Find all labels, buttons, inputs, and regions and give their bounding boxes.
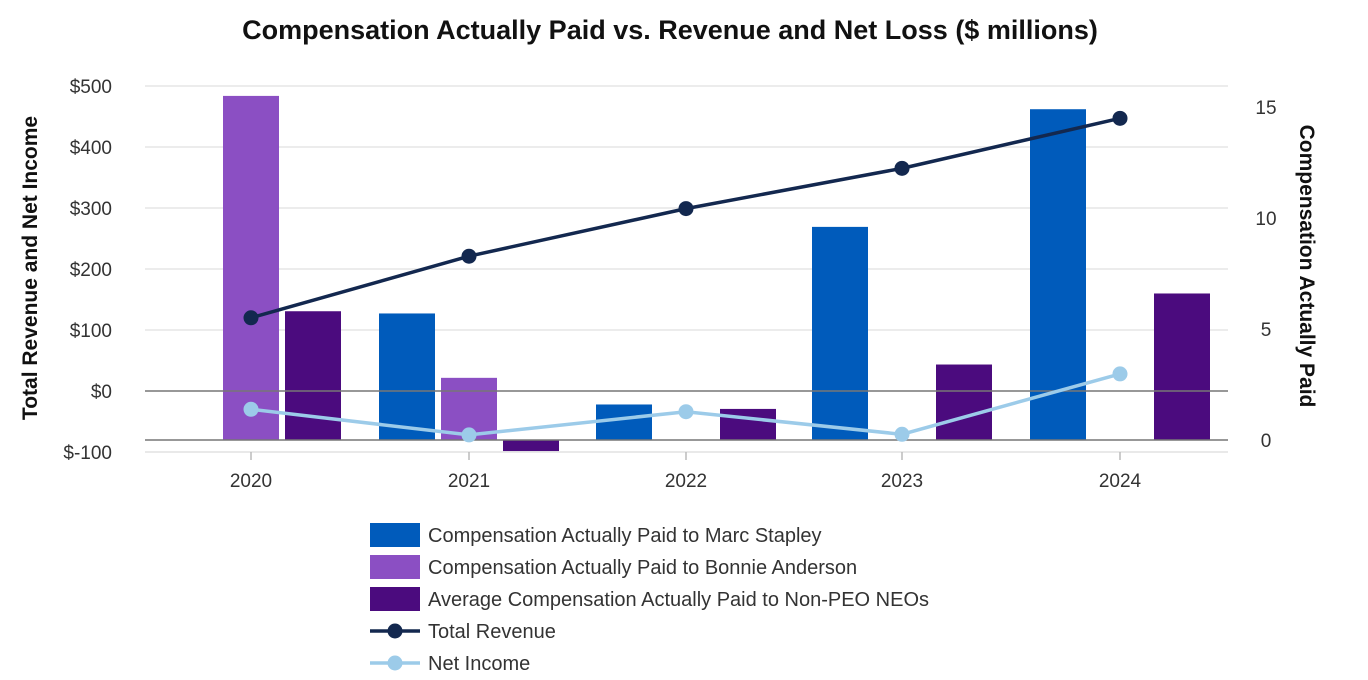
net-income-point-2020 xyxy=(243,401,259,417)
right-axis-title: Compensation Actually Paid xyxy=(1295,125,1318,408)
revenue-point-2024 xyxy=(1112,110,1128,126)
net-income-point-2022 xyxy=(678,404,694,420)
net-income-point-2021 xyxy=(461,427,477,443)
x-tick-label: 2024 xyxy=(1099,471,1142,492)
chart-title: Compensation Actually Paid vs. Revenue a… xyxy=(242,15,1098,45)
x-tick-label: 2022 xyxy=(665,471,707,492)
revenue-point-2021 xyxy=(461,248,477,264)
legend-swatch-bar-1 xyxy=(370,523,420,547)
revenue-point-2023 xyxy=(894,160,910,176)
x-tick-label: 2021 xyxy=(448,471,490,492)
revenue-point-2022 xyxy=(678,201,694,217)
bar-3-2021 xyxy=(503,440,559,452)
right-tick-label: 15 xyxy=(1255,98,1276,119)
left-tick-label: $-100 xyxy=(63,443,112,464)
x-tick-label: 2023 xyxy=(881,471,923,492)
legend-label-bar-3: Average Compensation Actually Paid to No… xyxy=(428,589,929,611)
x-tick-label: 2020 xyxy=(230,471,272,492)
legend-swatch-bar-2 xyxy=(370,555,420,579)
left-tick-label: $0 xyxy=(91,382,112,403)
net-income-point-2024 xyxy=(1112,366,1128,382)
right-tick-label: 0 xyxy=(1261,431,1272,452)
line-total-revenue xyxy=(250,116,1121,320)
bar-3-2022 xyxy=(720,408,776,440)
net-income-point-2023 xyxy=(894,426,910,442)
legend-label-line-1: Total Revenue xyxy=(428,621,556,643)
left-tick-label: $100 xyxy=(70,321,112,342)
left-tick-label: $300 xyxy=(70,199,112,220)
bar-1-2022 xyxy=(596,404,652,440)
left-tick-label: $500 xyxy=(70,77,112,98)
bar-2-2020 xyxy=(223,95,279,441)
left-tick-label: $400 xyxy=(70,138,112,159)
revenue-point-2020 xyxy=(243,310,259,326)
bar-1-2021 xyxy=(379,313,435,440)
bar-3-2020 xyxy=(285,311,341,440)
legend-label-bar-2: Compensation Actually Paid to Bonnie And… xyxy=(428,557,857,579)
legend-marker-1 xyxy=(387,623,403,639)
left-axis-title: Total Revenue and Net Income xyxy=(19,116,42,420)
left-tick-label: $200 xyxy=(70,260,112,281)
legend-swatch-bar-3 xyxy=(370,587,420,611)
legend-label-line-2: Net Income xyxy=(428,653,530,675)
right-tick-label: 5 xyxy=(1261,320,1272,341)
bar-3-2023 xyxy=(936,364,992,440)
bar-3-2024 xyxy=(1154,293,1210,440)
legend-label-bar-1: Compensation Actually Paid to Marc Stapl… xyxy=(428,525,822,547)
bar-1-2023 xyxy=(812,226,868,440)
right-tick-label: 10 xyxy=(1255,209,1276,230)
legend-marker-2 xyxy=(387,655,403,671)
